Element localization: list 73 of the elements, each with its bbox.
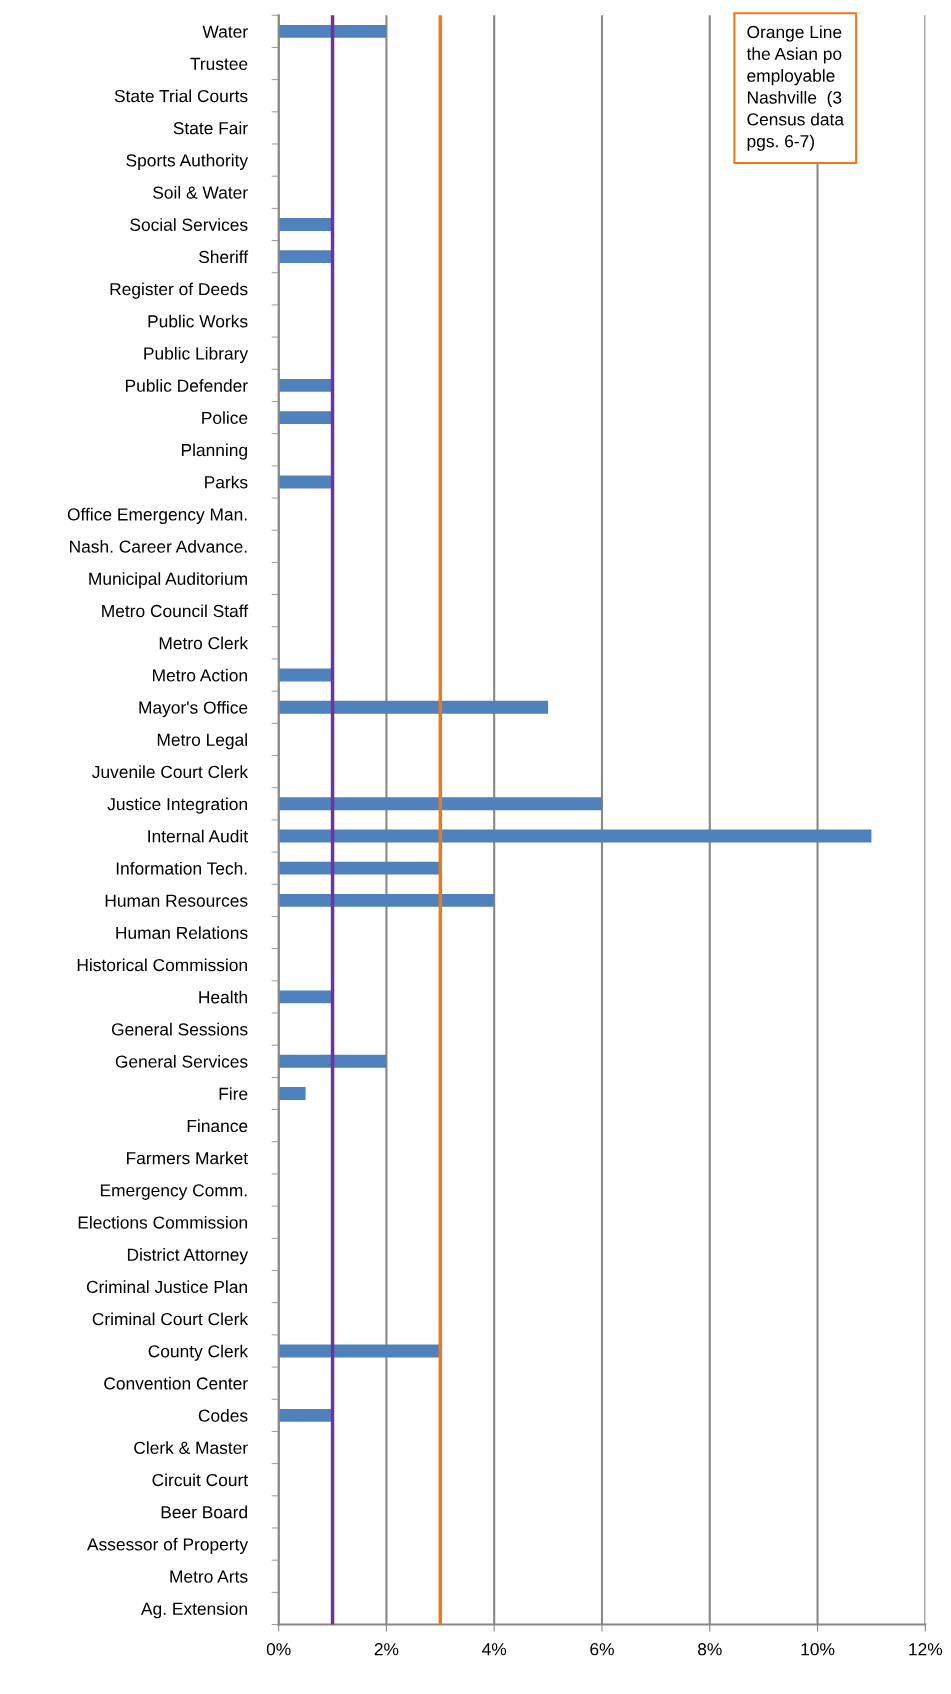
- bar: [278, 24, 387, 38]
- y-tick-label: Social Services: [130, 218, 248, 231]
- y-tick-label: Sports Authority: [126, 153, 249, 170]
- y-tick-label: Justice Integration: [107, 797, 247, 814]
- y-tick-label: Metro Arts: [170, 1570, 248, 1583]
- y-tick-label: Juvenile Court Clerk: [92, 765, 249, 779]
- y-tick-label: Clerk & Master: [134, 1441, 248, 1454]
- y-tick-label: Historical Commission: [77, 958, 247, 972]
- y-tick-label: Finance: [187, 1119, 248, 1133]
- y-tick-label: Information Tech.: [116, 861, 247, 875]
- y-tick-label: Mayor's Office: [139, 700, 248, 718]
- y-tick-label: Metro Clerk: [159, 636, 249, 650]
- y-tick-label: County Clerk: [148, 1344, 249, 1361]
- bar: [278, 700, 549, 714]
- y-tick-label: Ag. Extension: [141, 1602, 247, 1619]
- y-tick-label: Parks: [205, 475, 248, 489]
- x-tick-label: 0%: [266, 1643, 291, 1656]
- y-tick-label: Trustee: [190, 57, 248, 70]
- y-tick-label: Sheriff: [199, 250, 249, 264]
- y-tick-label: Nash. Career Advance.: [70, 540, 247, 553]
- bar: [278, 1344, 441, 1358]
- y-tick-label: Codes: [198, 1409, 248, 1422]
- bar: [278, 861, 441, 875]
- y-tick-label: State Trial Courts: [114, 89, 248, 103]
- bar: [278, 378, 333, 392]
- y-tick-label: Assessor of Property: [87, 1537, 249, 1554]
- y-tick-label: Emergency Comm.: [100, 1184, 247, 1200]
- x-tick-label: 4%: [482, 1643, 507, 1656]
- bar: [278, 1054, 387, 1068]
- bar: [278, 893, 495, 907]
- bar: [278, 990, 333, 1004]
- x-tick-label: 6%: [590, 1643, 614, 1656]
- bar: [278, 829, 872, 843]
- x-tick-label: 10%: [801, 1643, 835, 1656]
- y-tick-label: Metro Action: [153, 668, 247, 682]
- bar: [278, 1408, 333, 1422]
- y-tick-label: Beer Board: [161, 1505, 247, 1519]
- y-tick-label: Internal Audit: [148, 829, 248, 843]
- bar: [278, 411, 333, 425]
- bar: [278, 1087, 306, 1100]
- annotation: Orange Line the Asian po employable Nashville (3 Census data pgs. 6-7): [746, 25, 845, 151]
- y-tick-label: Police: [202, 411, 248, 425]
- bar: [278, 218, 333, 231]
- x-tick-label: 8%: [697, 1643, 722, 1656]
- y-tick-label: Elections Commission: [78, 1215, 247, 1229]
- y-tick-label: Public Works: [148, 314, 248, 328]
- y-tick-label: Metro Council Staff: [102, 604, 249, 618]
- bar: [278, 250, 333, 264]
- y-tick-label: Convention Center: [104, 1376, 248, 1390]
- y-tick-label: Health: [199, 990, 247, 1004]
- y-tick-label: Municipal Auditorium: [89, 572, 247, 589]
- bar: [278, 797, 602, 811]
- y-tick-label: Farmers Market: [127, 1151, 248, 1165]
- y-tick-label: Water: [202, 25, 248, 38]
- y-tick-label: Public Defender: [125, 379, 248, 392]
- y-tick-label: Human Resources: [105, 894, 248, 907]
- y-tick-label: Circuit Court: [152, 1473, 248, 1487]
- y-tick-label: Criminal Court Clerk: [92, 1312, 249, 1326]
- y-tick-label: Public Library: [144, 346, 249, 364]
- x-tick-label: 2%: [374, 1643, 399, 1656]
- y-tick-label: District Attorney: [127, 1248, 249, 1265]
- y-tick-label: Criminal Justice Plan: [86, 1280, 247, 1294]
- y-tick-label: General Sessions: [111, 1022, 248, 1036]
- y-tick-label: Metro Legal: [157, 733, 247, 750]
- y-tick-label: State Fair: [173, 121, 248, 135]
- y-tick-label: Office Emergency Man.: [67, 507, 247, 525]
- x-tick-label: 12%: [909, 1643, 943, 1656]
- y-tick-label: Planning: [181, 443, 247, 460]
- y-tick-label: Soil & Water: [153, 185, 248, 199]
- y-tick-label: Register of Deeds: [110, 282, 248, 299]
- y-tick-label: General Services: [115, 1055, 248, 1068]
- y-tick-label: Fire: [219, 1087, 248, 1100]
- y-tick-label: Human Relations: [116, 926, 248, 940]
